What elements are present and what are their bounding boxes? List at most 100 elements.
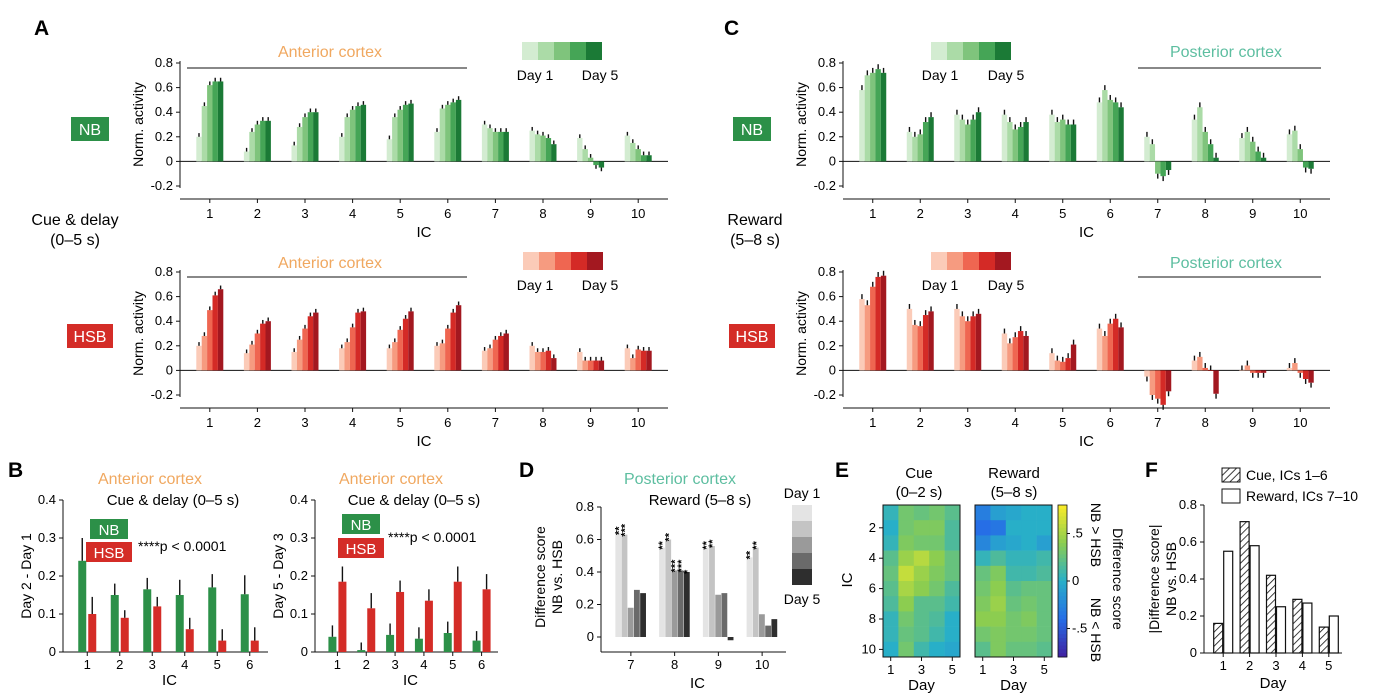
colorbar-segment — [1058, 634, 1067, 639]
heatmap-cell — [913, 611, 930, 627]
bar — [727, 637, 734, 641]
panel-d: Posterior cortex Reward (5–8 s) Day 1 Da… — [532, 471, 820, 692]
hsb-badge-label: HSB — [346, 541, 377, 558]
x-tick-label: 4 — [1012, 206, 1019, 221]
bar — [1023, 335, 1029, 371]
y-axis-label: Day 5 - Day 3 — [270, 533, 286, 619]
bar — [640, 593, 646, 637]
colorbar-segment — [1058, 638, 1067, 643]
heatmap-cell — [913, 535, 930, 551]
bar — [445, 104, 451, 162]
bar — [254, 124, 261, 162]
bar — [1255, 370, 1261, 373]
x-tick-label: 5 — [1059, 206, 1066, 221]
bar — [208, 587, 217, 652]
bar — [481, 124, 488, 162]
bar — [453, 581, 462, 652]
y-tick-label: 0.6 — [818, 289, 836, 304]
bar — [243, 151, 250, 162]
heatmap-cell — [929, 505, 945, 521]
bar — [492, 131, 499, 162]
x-tick-label: 3 — [1010, 662, 1017, 677]
colorbar-segment — [1058, 573, 1067, 578]
bar — [503, 131, 509, 162]
significance-mark: ** — [707, 539, 719, 548]
bar — [296, 126, 303, 162]
heatmap-cell — [944, 611, 961, 627]
colorbar-segment — [1058, 653, 1067, 658]
bar — [624, 348, 631, 371]
bar — [296, 339, 303, 371]
heatmap-cell — [944, 596, 961, 612]
bar — [1223, 550, 1234, 654]
legend-day-last: Day 5 — [988, 277, 1025, 293]
panel-letter-e: E — [835, 459, 849, 482]
heatmap-cell — [883, 550, 899, 567]
bar — [659, 547, 665, 637]
colorbar-segment — [1058, 558, 1067, 563]
x-tick-label: 1 — [869, 206, 876, 221]
panel-c-hsb-legend: Day 1 Day 5 — [922, 252, 1025, 293]
legend-day-first: Day 1 — [517, 277, 554, 293]
bar — [598, 161, 605, 168]
colorbar-segment — [1058, 505, 1067, 510]
bar — [503, 333, 509, 371]
y-tick-label: 0 — [166, 362, 173, 377]
bar — [1302, 370, 1309, 380]
heatmap-cell — [898, 596, 915, 612]
bar — [870, 286, 876, 371]
bar — [1065, 124, 1071, 162]
heatmap-cell — [898, 565, 915, 582]
panel-c: Reward (5–8 s) Posterior cortex Day 1 Da… — [727, 42, 1330, 450]
bar — [1096, 102, 1103, 162]
y-tick-label: 0.4 — [290, 492, 308, 507]
colorbar-segment — [1058, 626, 1067, 631]
heatmap-cell — [1036, 535, 1053, 551]
bar — [397, 329, 403, 371]
panel-b-left-pvalue: ****p < 0.0001 — [138, 538, 227, 554]
bar — [665, 539, 672, 637]
legend-day-last: Day 5 — [582, 277, 619, 293]
colorbar-tick-label: 0 — [1072, 573, 1079, 588]
legend-swatch — [979, 42, 995, 60]
bar — [1275, 606, 1287, 654]
bar — [965, 321, 971, 371]
panel-c-nb-title: Posterior cortex — [1170, 44, 1282, 61]
legend-swatch — [792, 537, 812, 553]
bar — [1328, 615, 1339, 654]
significance-mark: *** — [620, 523, 632, 537]
bar — [260, 120, 266, 162]
x-tick-label: 7 — [1154, 206, 1161, 221]
bar — [922, 315, 929, 371]
x-tick-label: 3 — [301, 415, 308, 430]
bar — [120, 617, 129, 652]
heatmap-cell — [1005, 596, 1022, 612]
bar — [864, 75, 871, 162]
bar — [615, 533, 622, 637]
hsb-badge-label: HSB — [94, 545, 125, 562]
bar — [78, 560, 87, 652]
heatmap-cell — [898, 550, 915, 567]
colorbar-segment — [1058, 596, 1067, 601]
bar — [759, 614, 765, 637]
significance-mark: ** — [663, 532, 675, 541]
bar — [1197, 107, 1203, 162]
heatmap-cell — [944, 641, 961, 658]
heatmap-cell — [990, 626, 1007, 643]
bar — [1308, 370, 1314, 383]
bar — [249, 344, 255, 371]
y-tick-label: 0.2 — [290, 568, 308, 583]
x-tick-label: 3 — [301, 206, 308, 221]
x-tick-label: 1 — [887, 662, 894, 677]
y-tick-label: 6 — [869, 581, 876, 596]
heatmap-cell — [1021, 611, 1037, 627]
legend-day-first: Day 1 — [517, 67, 554, 83]
y-tick-label: 0.8 — [576, 499, 594, 514]
heatmap-cell — [898, 611, 915, 627]
x-tick-label: 6 — [246, 657, 253, 672]
x-tick-label: 4 — [420, 657, 427, 672]
legend-swatch — [586, 42, 602, 60]
bar — [975, 313, 982, 371]
legend-swatch — [931, 252, 947, 270]
